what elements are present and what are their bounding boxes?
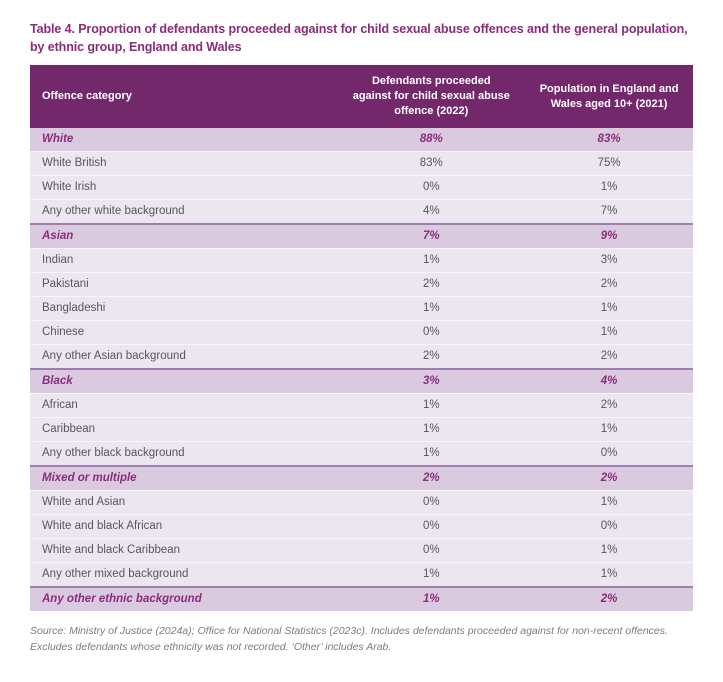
table-title: Table 4. Proportion of defendants procee…: [30, 20, 693, 56]
population-cell: 1%: [525, 417, 693, 442]
category-cell: Any other Asian background: [30, 344, 338, 370]
defendants-cell: 83%: [337, 151, 526, 176]
section-population-cell: 2%: [525, 465, 693, 491]
defendants-cell: 0%: [337, 490, 526, 515]
data-row: White British 83% 75%: [30, 151, 693, 176]
data-row: Caribbean 1% 1%: [30, 417, 693, 442]
category-cell: Any other white background: [30, 199, 338, 225]
data-row: White Irish 0% 1%: [30, 175, 693, 200]
defendants-cell: 0%: [337, 514, 526, 539]
category-cell: African: [30, 393, 338, 418]
category-cell: Any other mixed background: [30, 562, 338, 588]
defendants-cell: 1%: [337, 441, 526, 467]
data-row: Any other white background 4% 7%: [30, 199, 693, 225]
defendants-cell: 1%: [337, 562, 526, 588]
population-cell: 0%: [525, 441, 693, 467]
section-population-cell: 9%: [525, 223, 693, 249]
section-defendants-cell: 7%: [337, 223, 526, 249]
section-label-cell: Black: [30, 368, 338, 394]
data-row: Chinese 0% 1%: [30, 320, 693, 345]
table-body: White 88% 83% White British 83% 75% White Iris…: [30, 128, 693, 612]
section-row: Any other ethnic background 1% 2%: [30, 586, 693, 612]
category-cell: White and black Caribbean: [30, 538, 338, 563]
section-label-cell: Mixed or multiple: [30, 465, 338, 491]
population-cell: 2%: [525, 393, 693, 418]
source-note: Source: Ministry of Justice (2024a); Off…: [30, 625, 668, 653]
defendants-cell: 1%: [337, 393, 526, 418]
defendants-cell: 1%: [337, 248, 526, 273]
column-header-defendants: Defendants proceeded against for child s…: [337, 65, 526, 129]
data-row: African 1% 2%: [30, 393, 693, 418]
section-row: Asian 7% 9%: [30, 223, 693, 249]
data-row: Indian 1% 3%: [30, 248, 693, 273]
population-cell: 1%: [525, 296, 693, 321]
table-title-line-1: Table 4. Proportion of defendants procee…: [30, 22, 688, 36]
population-cell: 75%: [525, 151, 693, 176]
data-row: White and black African 0% 0%: [30, 514, 693, 539]
category-cell: Indian: [30, 248, 338, 273]
section-label-cell: Asian: [30, 223, 338, 249]
data-row: Any other black background 1% 0%: [30, 441, 693, 467]
population-cell: 2%: [525, 272, 693, 297]
data-row: Pakistani 2% 2%: [30, 272, 693, 297]
population-cell: 1%: [525, 538, 693, 563]
category-cell: Chinese: [30, 320, 338, 345]
data-row: Bangladeshi 1% 1%: [30, 296, 693, 321]
section-defendants-cell: 1%: [337, 586, 526, 612]
defendants-cell: 0%: [337, 320, 526, 345]
ethnic-group-table: Offence category Defendants proceeded ag…: [30, 65, 693, 612]
category-cell: Caribbean: [30, 417, 338, 442]
defendants-cell: 4%: [337, 199, 526, 225]
column-header-population: Population in England and Wales aged 10+…: [525, 65, 693, 129]
population-cell: 7%: [525, 199, 693, 225]
data-row: Any other Asian background 2% 2%: [30, 344, 693, 370]
population-cell: 2%: [525, 344, 693, 370]
defendants-cell: 2%: [337, 344, 526, 370]
defendants-cell: 0%: [337, 175, 526, 200]
population-cell: 1%: [525, 320, 693, 345]
section-label-cell: White: [30, 128, 338, 152]
table-title-line-2: by ethnic group, England and Wales: [30, 40, 242, 55]
category-cell: Bangladeshi: [30, 296, 338, 321]
defendants-cell: 0%: [337, 538, 526, 563]
section-row: Mixed or multiple 2% 2%: [30, 465, 693, 491]
section-population-cell: 83%: [525, 128, 693, 152]
table-header: Offence category Defendants proceeded ag…: [30, 65, 693, 129]
section-defendants-cell: 3%: [337, 368, 526, 394]
section-population-cell: 4%: [525, 368, 693, 394]
data-row: White and black Caribbean 0% 1%: [30, 538, 693, 563]
population-cell: 3%: [525, 248, 693, 273]
category-cell: White and Asian: [30, 490, 338, 515]
defendants-cell: 1%: [337, 296, 526, 321]
data-row: Any other mixed background 1% 1%: [30, 562, 693, 588]
category-cell: White Irish: [30, 175, 338, 200]
category-cell: Any other black background: [30, 441, 338, 467]
defendants-cell: 1%: [337, 417, 526, 442]
population-cell: 1%: [525, 562, 693, 588]
category-cell: Pakistani: [30, 272, 338, 297]
data-row: White and Asian 0% 1%: [30, 490, 693, 515]
population-cell: 0%: [525, 514, 693, 539]
section-row: White 88% 83%: [30, 128, 693, 152]
section-defendants-cell: 2%: [337, 465, 526, 491]
category-cell: White and black African: [30, 514, 338, 539]
column-header-offence-category: Offence category: [30, 65, 338, 129]
section-label-cell: Any other ethnic background: [30, 586, 338, 612]
section-defendants-cell: 88%: [337, 128, 526, 152]
population-cell: 1%: [525, 490, 693, 515]
category-cell: White British: [30, 151, 338, 176]
defendants-cell: 2%: [337, 272, 526, 297]
population-cell: 1%: [525, 175, 693, 200]
section-population-cell: 2%: [525, 586, 693, 612]
section-row: Black 3% 4%: [30, 368, 693, 394]
header-row: Offence category Defendants proceeded ag…: [30, 65, 693, 129]
